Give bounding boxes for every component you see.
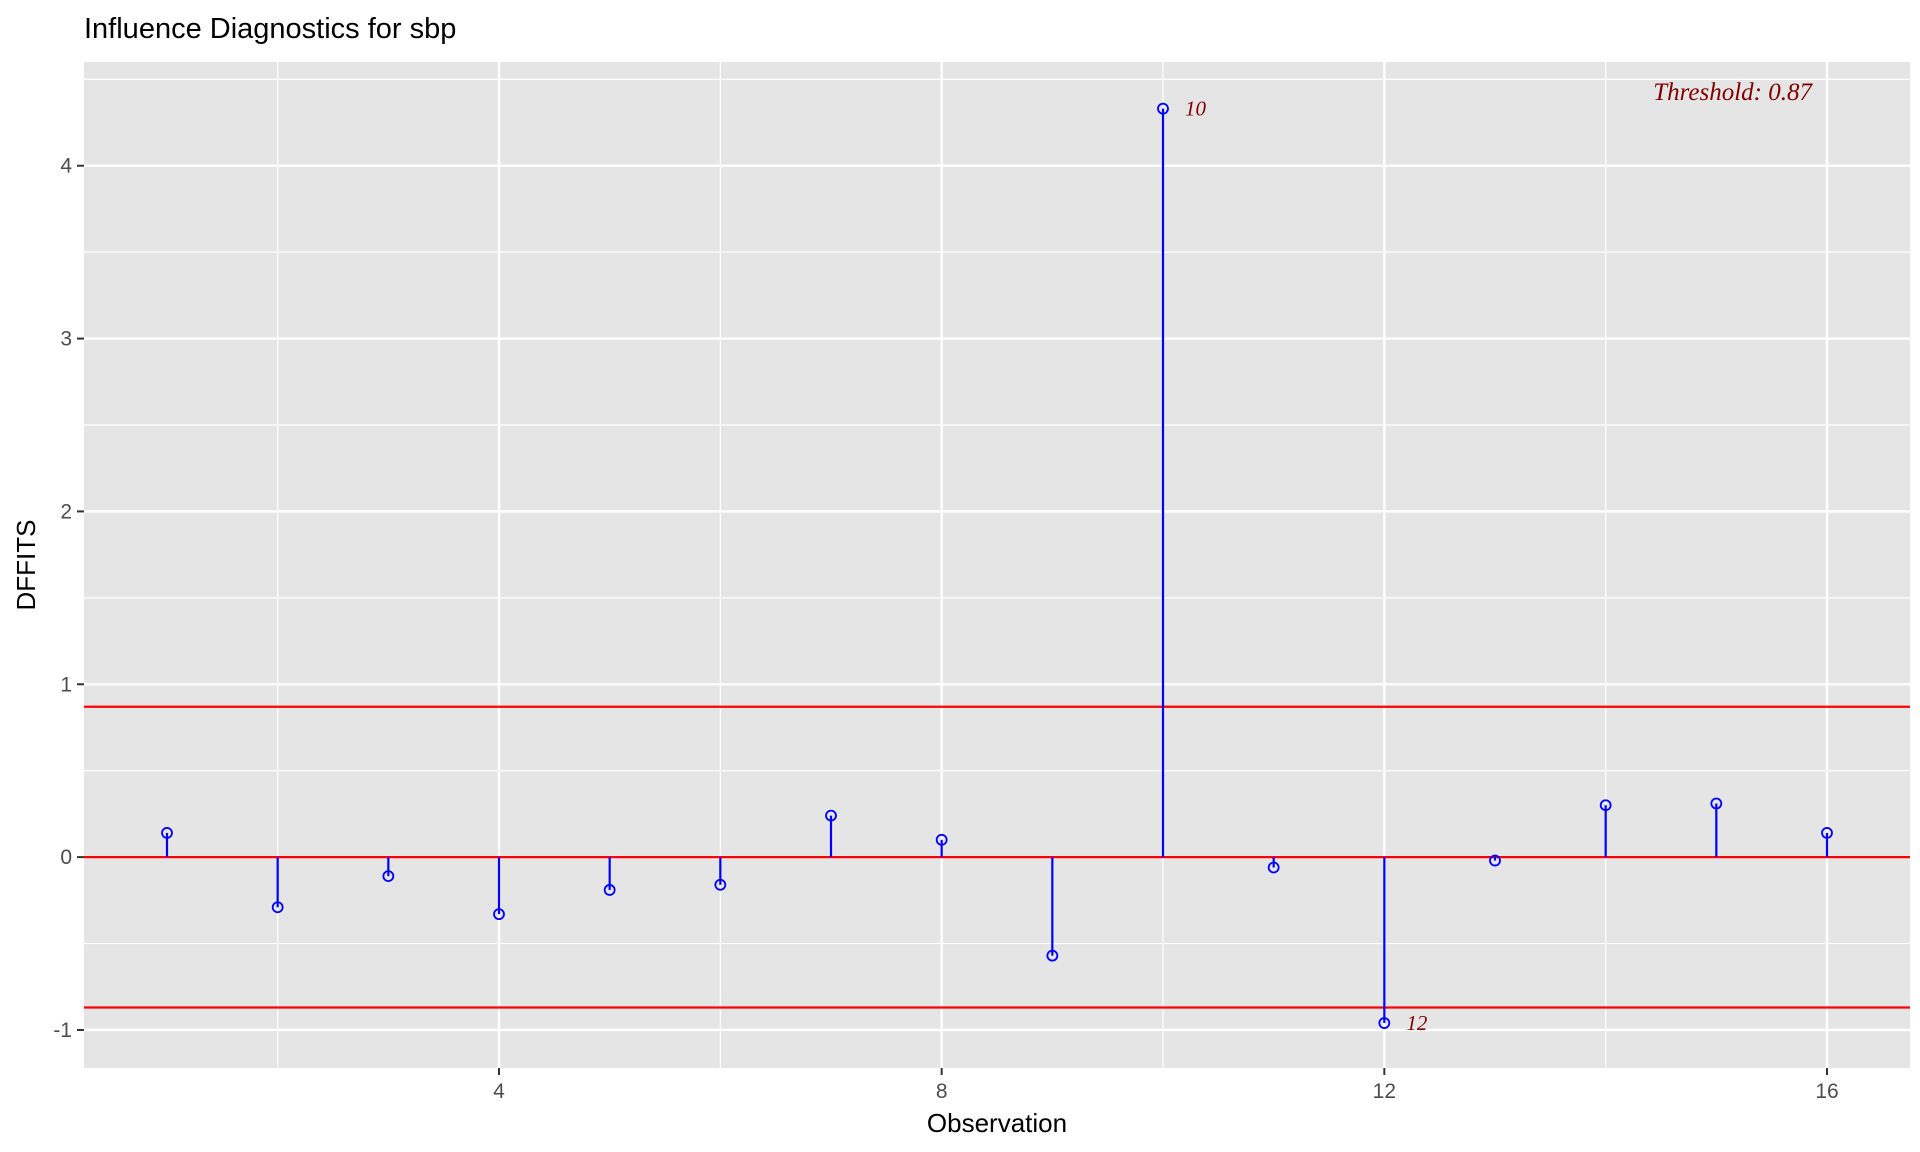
x-tick-label: 8: [936, 1080, 948, 1103]
y-tick-label: 0: [60, 846, 72, 869]
y-tick-label: -1: [53, 1019, 72, 1042]
y-axis: -1 0 1 2 3 4: [53, 155, 84, 1042]
data-point: [493, 908, 505, 921]
data-point: [161, 827, 173, 839]
data-point: [603, 884, 616, 896]
data-point: [271, 901, 284, 914]
data-point: [714, 878, 727, 891]
data-point: [1378, 1017, 1391, 1029]
points: [161, 102, 1833, 1029]
chart-title: Influence Diagnostics for sbp: [84, 13, 456, 45]
x-tick-label: 12: [1373, 1080, 1396, 1103]
threshold-annotation: Threshold: 0.87: [1653, 79, 1813, 106]
data-point: [1267, 861, 1280, 874]
x-axis-label: Observation: [927, 1108, 1067, 1138]
point-labels: 10 12: [1185, 97, 1428, 1035]
point-label: 10: [1185, 97, 1207, 121]
y-tick-label: 4: [60, 155, 72, 178]
y-tick-label: 3: [60, 328, 72, 351]
data-point: [1599, 799, 1612, 812]
data-point: [1046, 949, 1059, 962]
x-axis: 4 8 12 16: [493, 1068, 1839, 1103]
y-axis-label: DFFITS: [11, 520, 41, 611]
y-tick-label: 2: [60, 500, 72, 523]
y-tick-label: 1: [60, 673, 72, 696]
x-tick-label: 16: [1815, 1080, 1838, 1103]
x-tick-label: 4: [493, 1080, 505, 1103]
plot-panel: [84, 62, 1910, 1068]
data-point: [382, 870, 395, 883]
point-label: 12: [1406, 1011, 1428, 1035]
data-point: [825, 809, 837, 822]
data-point: [935, 833, 948, 846]
data-point: [1489, 854, 1501, 867]
data-point: [1710, 797, 1723, 810]
data-point: [1821, 827, 1833, 839]
data-point: [1157, 102, 1169, 115]
